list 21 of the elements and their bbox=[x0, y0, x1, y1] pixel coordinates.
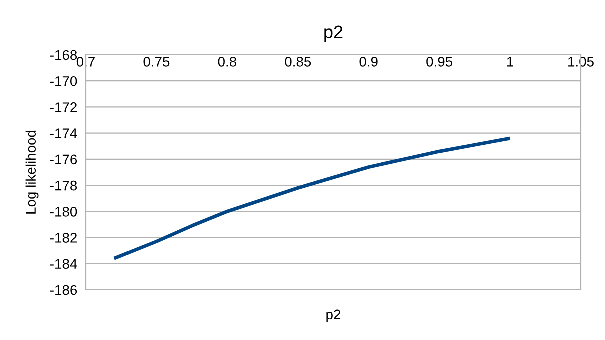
x-axis-title: p2 bbox=[326, 310, 341, 322]
y-tick-label: -176 bbox=[50, 154, 78, 165]
x-tick-label: 1 bbox=[507, 57, 514, 67]
y-tick-label: -178 bbox=[50, 180, 78, 191]
y-tick-label: -168 bbox=[50, 50, 78, 60]
y-tick-label: -180 bbox=[50, 207, 78, 217]
y-tick-label: -186 bbox=[50, 285, 78, 296]
y-tick-label: -170 bbox=[50, 76, 78, 86]
x-tick-label: 0.7 bbox=[76, 57, 95, 67]
line-series bbox=[112, 136, 512, 260]
y-tick-label: -172 bbox=[50, 102, 77, 112]
x-tick-label: 0.75 bbox=[144, 57, 170, 67]
x-tick-label: 0.85 bbox=[285, 57, 312, 67]
y-tick-label: -182 bbox=[50, 233, 77, 243]
chart-title: p2 bbox=[324, 26, 343, 42]
y-tick-label: -184 bbox=[50, 259, 78, 270]
x-tick-label: 0.8 bbox=[218, 57, 236, 67]
x-tick-label: 0.9 bbox=[360, 57, 378, 67]
x-tick-label: 0.95 bbox=[426, 57, 453, 67]
y-tick-label: -174 bbox=[50, 128, 78, 138]
y-axis-title: Log likelihood bbox=[26, 130, 39, 214]
